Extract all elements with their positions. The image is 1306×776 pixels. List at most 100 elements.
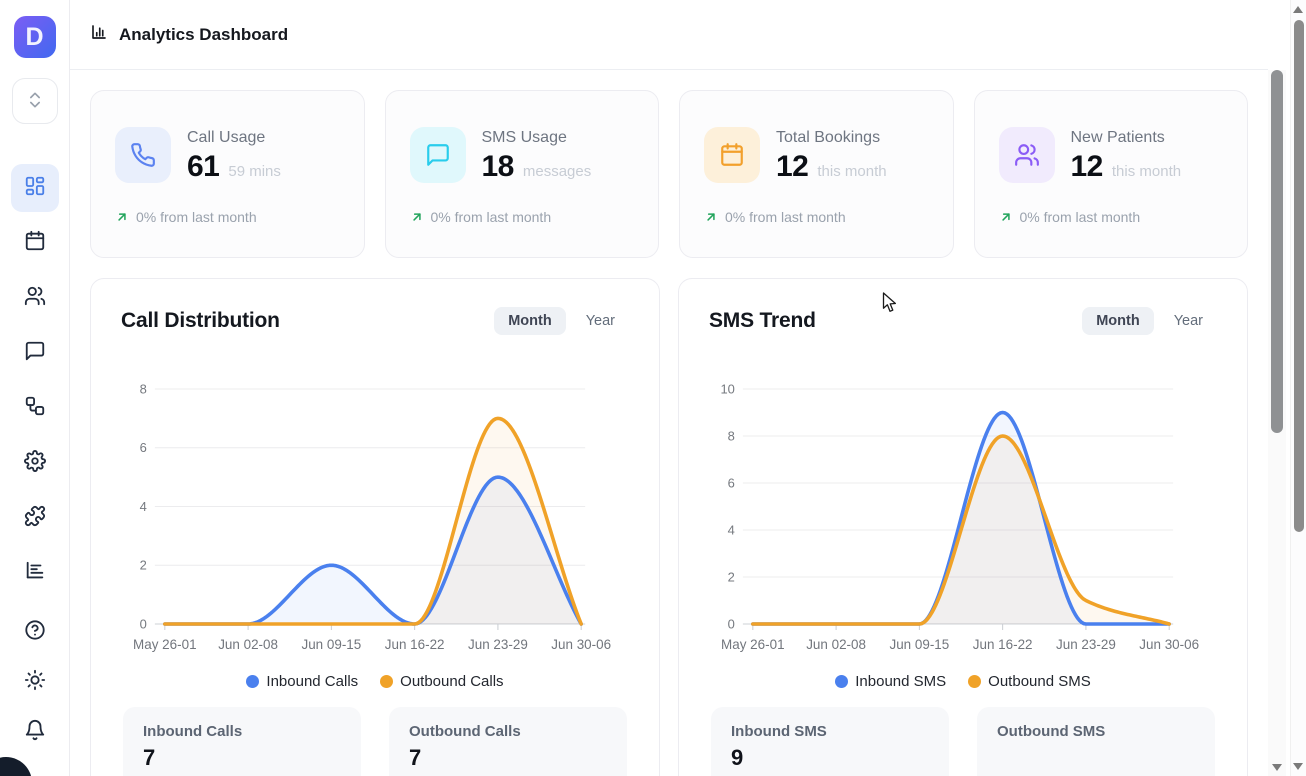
app-logo: D: [13, 16, 56, 58]
svg-text:Jun 02-08: Jun 02-08: [218, 637, 278, 652]
legend-item-outbound-sms[interactable]: Outbound SMS: [968, 673, 1091, 690]
svg-text:Jun 30-06: Jun 30-06: [1139, 637, 1199, 652]
svg-text:4: 4: [140, 499, 147, 514]
svg-text:2: 2: [728, 569, 735, 584]
chart-footer-cards: Inbound Calls 7 Outbound Calls 7: [121, 707, 629, 776]
sidebar-item-integrations[interactable]: [11, 494, 59, 542]
stat-card-total-bookings: Total Bookings 12 this month 0% from las…: [679, 90, 954, 258]
svg-text:8: 8: [140, 381, 147, 396]
content-scrollbar[interactable]: [1268, 70, 1286, 776]
sidebar-item-workflows[interactable]: [11, 384, 59, 432]
charts-row: Call Distribution Month Year 0 2 4 6 8 May 26…: [90, 278, 1248, 776]
sidebar-item-settings[interactable]: [11, 439, 59, 487]
window-scroll-down-arrow[interactable]: [1293, 763, 1303, 770]
svg-text:Jun 09-15: Jun 09-15: [889, 637, 949, 652]
chart-card-sms-trend: SMS Trend Month Year 0 2 4 6 8 10 May 26-01 Jun…: [678, 278, 1248, 776]
bar-chart-icon: [90, 23, 108, 46]
year-toggle-button[interactable]: Year: [1160, 307, 1217, 335]
svg-text:6: 6: [728, 475, 735, 490]
month-toggle-button[interactable]: Month: [1082, 307, 1154, 335]
inbound-sms-summary-card: Inbound SMS 9: [711, 707, 949, 776]
stat-unit: messages: [522, 163, 592, 180]
sidebar-item-notifications[interactable]: [11, 708, 59, 756]
content-scrollbar-thumb[interactable]: [1271, 70, 1283, 433]
trend-up-arrow-icon: [704, 210, 718, 224]
sidebar-item-reports[interactable]: [11, 549, 59, 597]
legend-label: Inbound Calls: [266, 673, 359, 690]
legend-label: Outbound Calls: [400, 673, 504, 690]
page-header: Analytics Dashboard: [70, 0, 1268, 70]
stat-change-text: 0% from last month: [136, 209, 257, 225]
sidebar-item-theme-toggle[interactable]: [11, 658, 59, 706]
legend-item-outbound-calls[interactable]: Outbound Calls: [380, 673, 504, 690]
svg-text:Jun 09-15: Jun 09-15: [301, 637, 361, 652]
sidebar-item-dashboard[interactable]: [10, 164, 59, 212]
layout-dashboard-icon: [24, 175, 46, 202]
year-toggle-button[interactable]: Year: [572, 307, 629, 335]
phone-icon: [115, 127, 171, 183]
sidebar-nav: [10, 164, 59, 756]
sidebar-item-calendar[interactable]: [11, 219, 59, 267]
sms-trend-chart[interactable]: 0 2 4 6 8 10 May 26-01 Jun 02-08 Jun 09-15 Jun 16…: [709, 351, 1217, 661]
chevrons-up-down-icon: [25, 90, 45, 113]
svg-text:Jun 23-29: Jun 23-29: [1056, 637, 1116, 652]
content-scroll-down-arrow[interactable]: [1272, 764, 1282, 771]
summary-label: Outbound Calls: [409, 723, 521, 740]
summary-value: 9: [731, 745, 744, 770]
stat-label: Call Usage: [187, 129, 266, 146]
window-scrollbar-thumb[interactable]: [1294, 20, 1304, 532]
calendar-icon: [704, 127, 760, 183]
calendar-icon: [24, 230, 46, 257]
svg-text:8: 8: [728, 428, 735, 443]
sidebar-item-messages[interactable]: [11, 329, 59, 377]
chart-card-call-distribution: Call Distribution Month Year 0 2 4 6 8 May 26…: [90, 278, 660, 776]
stat-value: 12: [776, 150, 809, 183]
legend-dot: [246, 675, 260, 688]
sidebar-item-patients[interactable]: [11, 274, 59, 322]
gear-icon: [23, 449, 46, 477]
inbound-calls-summary-card: Inbound Calls 7: [123, 707, 361, 776]
help-icon: [24, 619, 46, 646]
stat-value: 18: [481, 150, 515, 183]
workflow-icon: [24, 395, 46, 422]
stats-row: Call Usage 61 59 mins 0% from last month: [90, 90, 1248, 258]
svg-text:10: 10: [720, 381, 734, 396]
legend-item-inbound-calls[interactable]: Inbound Calls: [246, 673, 358, 690]
legend-dot: [835, 675, 849, 688]
dashboard-content: Call Usage 61 59 mins 0% from last month: [70, 70, 1268, 776]
window-scroll-up-arrow[interactable]: [1293, 6, 1303, 13]
svg-text:Jun 30-06: Jun 30-06: [551, 637, 611, 652]
stat-change-text: 0% from last month: [1019, 209, 1141, 225]
users-icon: [998, 127, 1055, 183]
sidebar-item-help[interactable]: [11, 608, 59, 656]
stat-card-new-patients: New Patients 12 this month 0% from last …: [973, 90, 1248, 258]
outbound-sms-summary-card: Outbound SMS: [977, 707, 1215, 776]
svg-text:4: 4: [728, 522, 735, 537]
svg-text:0: 0: [140, 616, 147, 631]
window-scrollbar[interactable]: [1290, 0, 1306, 776]
users-icon: [24, 285, 46, 312]
chart-legend: Inbound SMS Outbound SMS: [709, 673, 1217, 690]
trend-up-arrow-icon: [410, 210, 424, 224]
legend-item-inbound-sms[interactable]: Inbound SMS: [835, 673, 946, 690]
avatar[interactable]: [0, 757, 32, 776]
svg-text:6: 6: [140, 440, 147, 455]
legend-dot: [968, 675, 982, 688]
month-toggle-button[interactable]: Month: [494, 307, 566, 335]
trend-up-arrow-icon: [115, 210, 129, 224]
trend-up-arrow-icon: [999, 210, 1013, 224]
stat-unit: this month: [1111, 163, 1182, 180]
chart-footer-cards: Inbound SMS 9 Outbound SMS: [709, 707, 1217, 776]
call-distribution-chart[interactable]: 0 2 4 6 8 May 26-01 Jun 02-08 Jun 09-15 Jun 16-2…: [121, 351, 629, 661]
svg-text:Jun 23-29: Jun 23-29: [468, 637, 528, 652]
page-title: Analytics Dashboard: [119, 24, 289, 44]
sidebar-collapse-button[interactable]: [11, 78, 58, 124]
svg-text:May 26-01: May 26-01: [133, 637, 197, 652]
message-icon: [409, 127, 466, 183]
stat-unit: this month: [817, 163, 887, 180]
stat-unit: 59 mins: [228, 163, 281, 180]
stat-card-call-usage: Call Usage 61 59 mins 0% from last month: [90, 90, 365, 258]
legend-dot: [380, 675, 394, 688]
svg-text:Jun 16-22: Jun 16-22: [973, 637, 1033, 652]
